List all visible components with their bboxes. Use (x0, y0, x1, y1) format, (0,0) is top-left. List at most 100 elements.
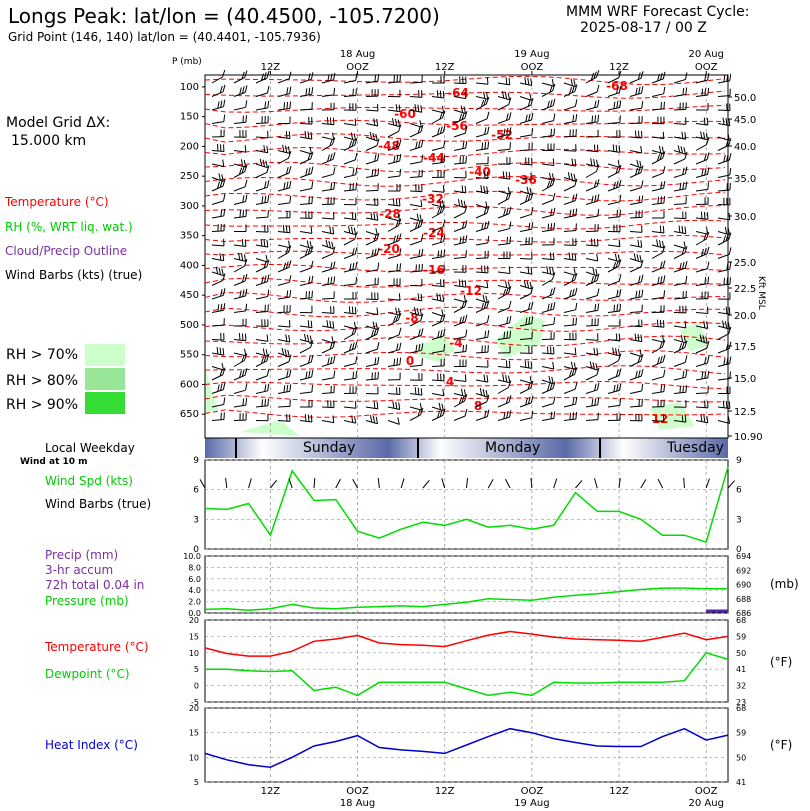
wind-barb-flag (222, 288, 226, 296)
wind-barb-shaft (541, 163, 554, 166)
wind-barb (563, 332, 577, 341)
wind-barb (717, 167, 732, 178)
wind-barb-flag (260, 356, 265, 364)
wind-barb-shaft (343, 283, 356, 286)
wind-barb (277, 195, 292, 205)
wind-barb (299, 305, 313, 314)
wind-barb-flag (569, 412, 572, 420)
surface-wind-barb (705, 478, 710, 489)
wind-barb-flag (223, 208, 226, 216)
wind-barb-flag (641, 289, 644, 297)
wind-barb-flag (393, 358, 396, 366)
wind-barb-flag (722, 400, 725, 408)
wind-barb (233, 333, 247, 342)
wind-barb (387, 342, 402, 354)
dewpoint-line (205, 651, 729, 697)
wind-barb-shaft (299, 108, 313, 111)
wind-barb-shaft (585, 215, 598, 219)
wind-barb (629, 210, 643, 219)
wind-barb-flag (239, 290, 242, 298)
wind-barb (585, 194, 600, 205)
wind-barb (498, 251, 511, 259)
wind-barb-shaft (277, 266, 290, 273)
wind-barb-flag (659, 341, 663, 349)
wind-barb (608, 319, 621, 327)
wind-barb-flag (593, 144, 596, 152)
wind-barb (519, 237, 533, 246)
wind-barb (233, 303, 248, 313)
wind-barb-flag (660, 385, 663, 393)
wind-barb-shaft (343, 362, 356, 367)
dewpoint-label: Dewpoint (°C) (45, 667, 130, 681)
wind-barb (541, 396, 556, 408)
wind-barb-flag (392, 117, 395, 126)
wind-barb-flag (351, 248, 355, 256)
wind-barb (233, 159, 247, 168)
wind-barb-flag (659, 319, 662, 327)
wind-barb (277, 210, 291, 219)
wind-barb-flag (530, 97, 534, 106)
wind-barb-flag (326, 320, 329, 328)
wind-barb (409, 90, 423, 98)
wind-barb-flag (530, 192, 534, 200)
wind-barb-flag (420, 219, 424, 227)
wind-panel-frame (204, 459, 729, 550)
wind-barb (651, 305, 665, 313)
wind-barb-flag (458, 113, 463, 122)
wind-barb (409, 219, 424, 232)
wind-barb-shaft (651, 187, 664, 192)
wind-barb (629, 86, 644, 97)
wind-barb-flag (707, 276, 710, 284)
wind-barb (365, 307, 379, 316)
wind-barb-flag (681, 247, 685, 255)
wind-barb-flag (728, 118, 731, 126)
wind-barb-flag (332, 355, 336, 363)
wind-barb-flag (220, 303, 223, 311)
wind-barb-flag (461, 221, 465, 229)
wind-barb (607, 144, 621, 153)
temp-tick-left: 10 (189, 649, 199, 658)
wind-barb-flag (640, 259, 644, 268)
wind-barb-shaft (519, 163, 533, 166)
bottom-axis-tick: 12Z (609, 786, 629, 797)
wind-barb-shaft (497, 190, 510, 195)
wind-barb-flag (706, 355, 710, 364)
wind-barb-flag (663, 181, 666, 189)
wind-barb-flag (724, 321, 728, 329)
wind-barb (343, 326, 358, 340)
wind-barb (365, 212, 379, 221)
wind-barb (211, 382, 226, 394)
wind-barb (497, 300, 512, 313)
wind-barb-flag (707, 73, 710, 81)
precip-tick-left: 2.0 (188, 598, 201, 607)
wind-barb-flag (241, 253, 244, 261)
wind-barb-flag (573, 173, 576, 182)
wind-barb-flag (223, 303, 226, 311)
wind-barb-flag (267, 289, 270, 297)
wind-barb (651, 354, 666, 367)
wind-barb (673, 305, 687, 314)
wind-barb (453, 388, 467, 397)
wind-barb-flag (286, 370, 289, 378)
wind-barb-shaft (233, 244, 246, 247)
temperature-line (204, 630, 729, 657)
wind-barb-shaft (695, 312, 708, 315)
wind-barb-shaft (695, 123, 708, 126)
wind-barb-flag (371, 249, 374, 257)
wind-barb-flag (355, 276, 358, 285)
wind-barb-shaft (607, 171, 619, 178)
wind-tick-left: 0 (193, 545, 199, 555)
wind-barb-flag (395, 198, 398, 206)
surface-wind-barb (487, 479, 494, 489)
wind-barb-flag (463, 200, 467, 208)
isotherm-label: -36 (515, 173, 537, 187)
wind-barb-flag (662, 320, 665, 328)
wind-barb-flag (420, 199, 423, 207)
wind-barb-flag (725, 342, 729, 350)
wind-barb (387, 218, 402, 232)
wind-barb (365, 415, 379, 425)
wind-barb-flag (310, 260, 314, 269)
wind-barb-flag (486, 280, 489, 288)
wind-barb (695, 246, 710, 259)
wind-barb-flag (509, 330, 512, 338)
